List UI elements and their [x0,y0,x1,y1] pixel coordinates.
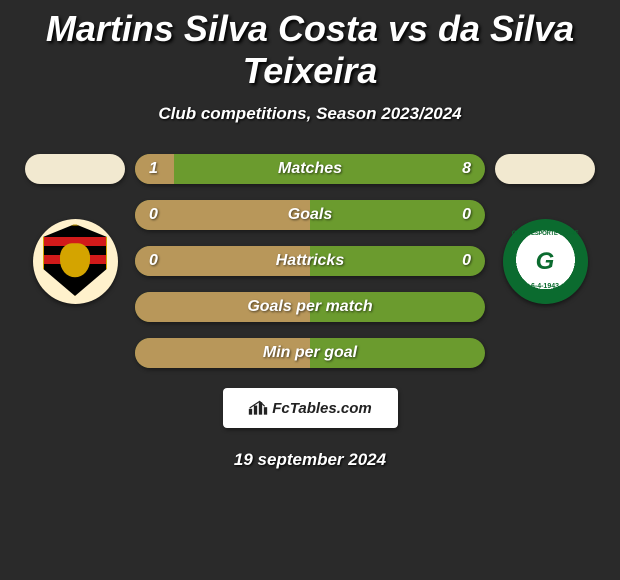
comparison-card: Martins Silva Costa vs da Silva Teixeira… [0,0,620,580]
stat-bar: 0 0 Hattricks [135,246,485,276]
stat-right-value: 0 [462,200,471,230]
attribution-text: FcTables.com [272,400,371,417]
stat-label: Goals [288,206,332,224]
crest-lion-icon [60,243,90,277]
right-player-name-pill [495,154,595,184]
left-club-crest [33,219,118,304]
crest-center-letter: G [536,250,555,274]
stat-left-value: 0 [149,200,158,230]
date-text: 19 september 2024 [0,450,620,470]
stat-bar: 0 0 Goals [135,200,485,230]
main-content: 1 8 Matches 0 0 Goals 0 0 Hattricks Goals per mat… [0,154,620,368]
stat-left-value: 1 [149,154,158,184]
left-player-name-pill [25,154,125,184]
stat-bar-left-fill [135,200,310,230]
right-club-crest: GOIÁS ESPORTE CLUBE G 6-4-1943 [503,219,588,304]
stat-left-value: 0 [149,246,158,276]
left-player-column [15,154,135,304]
stat-label: Min per goal [263,344,357,362]
stat-label: Hattricks [276,252,344,270]
stat-bar: Min per goal [135,338,485,368]
stat-bar: 1 8 Matches [135,154,485,184]
crest-top-text: GOIÁS ESPORTE CLUBE [503,231,588,237]
stat-right-value: 0 [462,246,471,276]
stat-right-value: 8 [462,154,471,184]
season-subtitle: Club competitions, Season 2023/2024 [0,104,620,124]
attribution-box[interactable]: FcTables.com [223,388,398,428]
stat-label: Goals per match [247,298,372,316]
crest-bottom-text: 6-4-1943 [503,283,588,290]
stat-label: Matches [278,160,342,178]
right-player-column: GOIÁS ESPORTE CLUBE G 6-4-1943 [485,154,605,304]
stat-bar: Goals per match [135,292,485,322]
page-title: Martins Silva Costa vs da Silva Teixeira [0,0,620,92]
bars-icon [248,400,268,416]
stat-bars: 1 8 Matches 0 0 Goals 0 0 Hattricks Goals per mat… [135,154,485,368]
